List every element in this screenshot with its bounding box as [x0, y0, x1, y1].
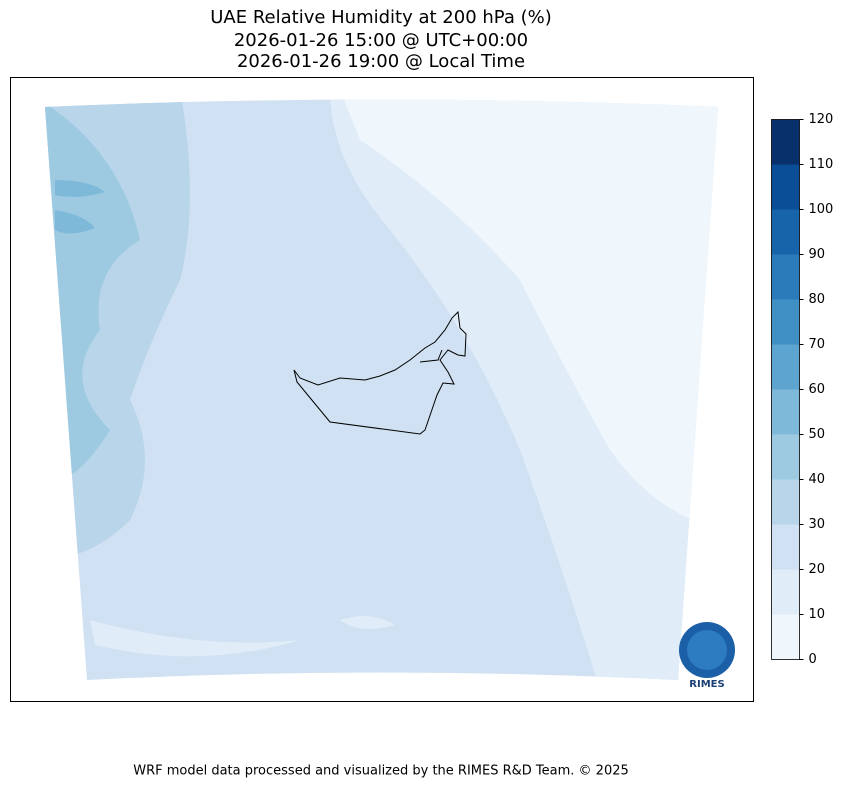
footer: WRF model data processed and visualized … — [133, 764, 629, 779]
colorbar-tick-label: 40 — [809, 472, 826, 487]
rimes-logo: RIMES — [679, 622, 735, 690]
colorbar-tick-label: 120 — [809, 112, 834, 127]
colorbar-tick-label: 10 — [809, 607, 826, 622]
colorbar-band — [771, 344, 800, 390]
colorbar-band — [771, 119, 800, 165]
colorbar-tick-label: 20 — [809, 562, 826, 577]
colorbar-band — [771, 524, 800, 570]
colorbar-tick-label: 70 — [809, 337, 826, 352]
colorbar-frame — [771, 119, 800, 660]
map-frame — [10, 77, 754, 702]
logo-text: RIMES — [689, 679, 724, 690]
colorbar-tick-label: 30 — [809, 517, 826, 532]
colorbar-tick-label: 60 — [809, 382, 826, 397]
colorbar-band — [771, 569, 800, 615]
title-line: 2026-01-26 19:00 @ Local Time — [237, 51, 525, 72]
colorbar-band — [771, 389, 800, 435]
colorbar-tick-label: 100 — [809, 202, 834, 217]
humidity-field — [45, 99, 718, 680]
colorbar-tick-label: 90 — [809, 247, 826, 262]
colorbar-band — [771, 209, 800, 255]
colorbar-band — [771, 434, 800, 480]
colorbar-band — [771, 164, 800, 210]
colorbar-tick-label: 50 — [809, 427, 826, 442]
uae-boundary — [293, 310, 467, 435]
title-line: UAE Relative Humidity at 200 hPa (%) — [210, 7, 551, 28]
colorbar-tick-label: 80 — [809, 292, 826, 307]
colorbar-band — [771, 254, 800, 300]
colorbar-band — [771, 299, 800, 345]
colorbar-band — [771, 479, 800, 525]
colorbar-band — [771, 614, 800, 660]
title-line: 2026-01-26 15:00 @ UTC+00:00 — [234, 30, 528, 51]
colorbar-tick-label: 0 — [809, 652, 817, 667]
colorbar-tick-label: 110 — [809, 157, 834, 172]
colorbar: 0 10 20 30 40 50 60 70 80 90 100 110 120 — [771, 112, 834, 667]
